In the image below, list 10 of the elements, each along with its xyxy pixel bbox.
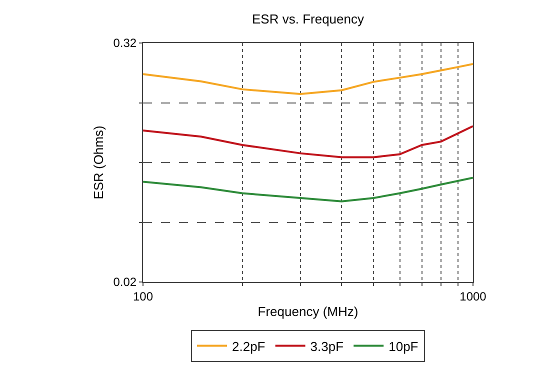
legend-label: 2.2pF [232,338,266,354]
chart-title: ESR vs. Frequency [252,11,364,26]
y-tick-label: 0.02 [113,275,137,290]
x-tick-label: 1000 [460,289,487,304]
x-axis-title: Frequency (MHz) [258,304,358,319]
x-tick-label: 100 [132,289,154,304]
y-axis-title: ESR (Ohms) [91,126,106,200]
y-tick-label: 0.32 [113,36,137,50]
legend-label: 10pF [388,338,418,354]
legend-label: 3.3pF [310,338,344,354]
